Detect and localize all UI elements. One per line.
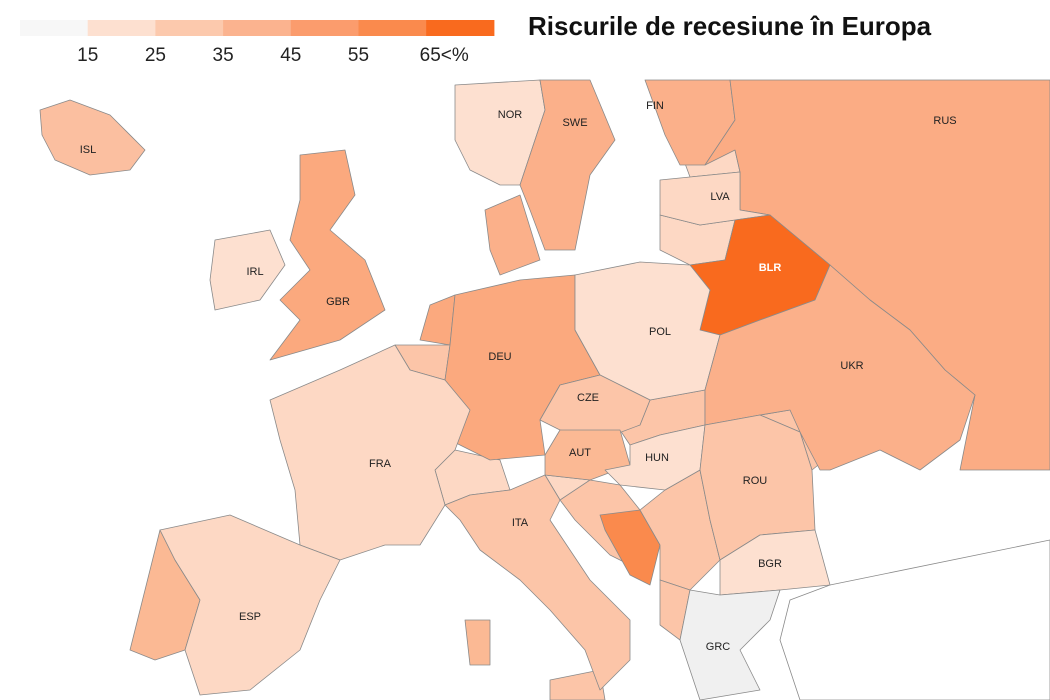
- country: [549, 669, 606, 700]
- legend: 15 25 35 45 55 65<%: [20, 20, 495, 66]
- country: [484, 194, 541, 276]
- country-label: ISL: [80, 144, 97, 156]
- country: [209, 229, 286, 311]
- country: [604, 424, 706, 491]
- legend-label: 35: [213, 45, 234, 66]
- country: [419, 294, 456, 346]
- country-label: POL: [649, 326, 671, 338]
- legend-swatch: [87, 20, 156, 36]
- legend-swatch: [223, 20, 292, 36]
- legend-swatch: [20, 20, 89, 36]
- legend-label: 55: [348, 45, 369, 66]
- legend-swatch: [290, 20, 359, 36]
- country-label: CZE: [577, 392, 599, 404]
- country-label: FIN: [646, 100, 664, 112]
- country-label: FRA: [369, 458, 392, 470]
- title: Riscurile de recesiune în Europa: [528, 11, 932, 41]
- legend-label: 25: [145, 45, 166, 66]
- legend-swatch: [155, 20, 224, 36]
- country: [269, 344, 471, 561]
- country-label: ESP: [239, 611, 261, 623]
- country-label: ROU: [743, 475, 768, 487]
- country-label: RUS: [933, 115, 956, 127]
- country-label: GRC: [706, 641, 731, 653]
- country-label: NOR: [498, 109, 523, 121]
- country-label: HUN: [645, 452, 669, 464]
- country-label: IRL: [246, 266, 263, 278]
- country: [519, 79, 616, 251]
- country-label: BLR: [759, 262, 782, 274]
- country-label: SWE: [562, 117, 587, 129]
- country-label: DEU: [488, 351, 511, 363]
- country: [464, 619, 491, 666]
- country: [269, 149, 386, 361]
- labels: ISL NOR SWE FIN RUS LVA BLR IRL GBR DEU …: [80, 100, 957, 653]
- header-background: [0, 0, 1050, 78]
- country-label: ITA: [512, 517, 529, 529]
- country: [679, 589, 781, 700]
- country-label: LVA: [710, 191, 730, 203]
- legend-swatch: [426, 20, 495, 36]
- country: [444, 474, 631, 691]
- country-label: BGR: [758, 558, 782, 570]
- land: [39, 79, 1050, 700]
- legend-label: 65<%: [420, 45, 469, 66]
- country: [704, 264, 976, 471]
- country-label: UKR: [840, 360, 863, 372]
- legend-label: 15: [77, 45, 98, 66]
- country: [699, 414, 816, 561]
- legend-label: 45: [280, 45, 301, 66]
- country: [779, 539, 1050, 700]
- country: [159, 514, 341, 696]
- country: [39, 99, 146, 176]
- country-label: AUT: [569, 447, 591, 459]
- legend-swatch: [358, 20, 427, 36]
- country-label: GBR: [326, 296, 350, 308]
